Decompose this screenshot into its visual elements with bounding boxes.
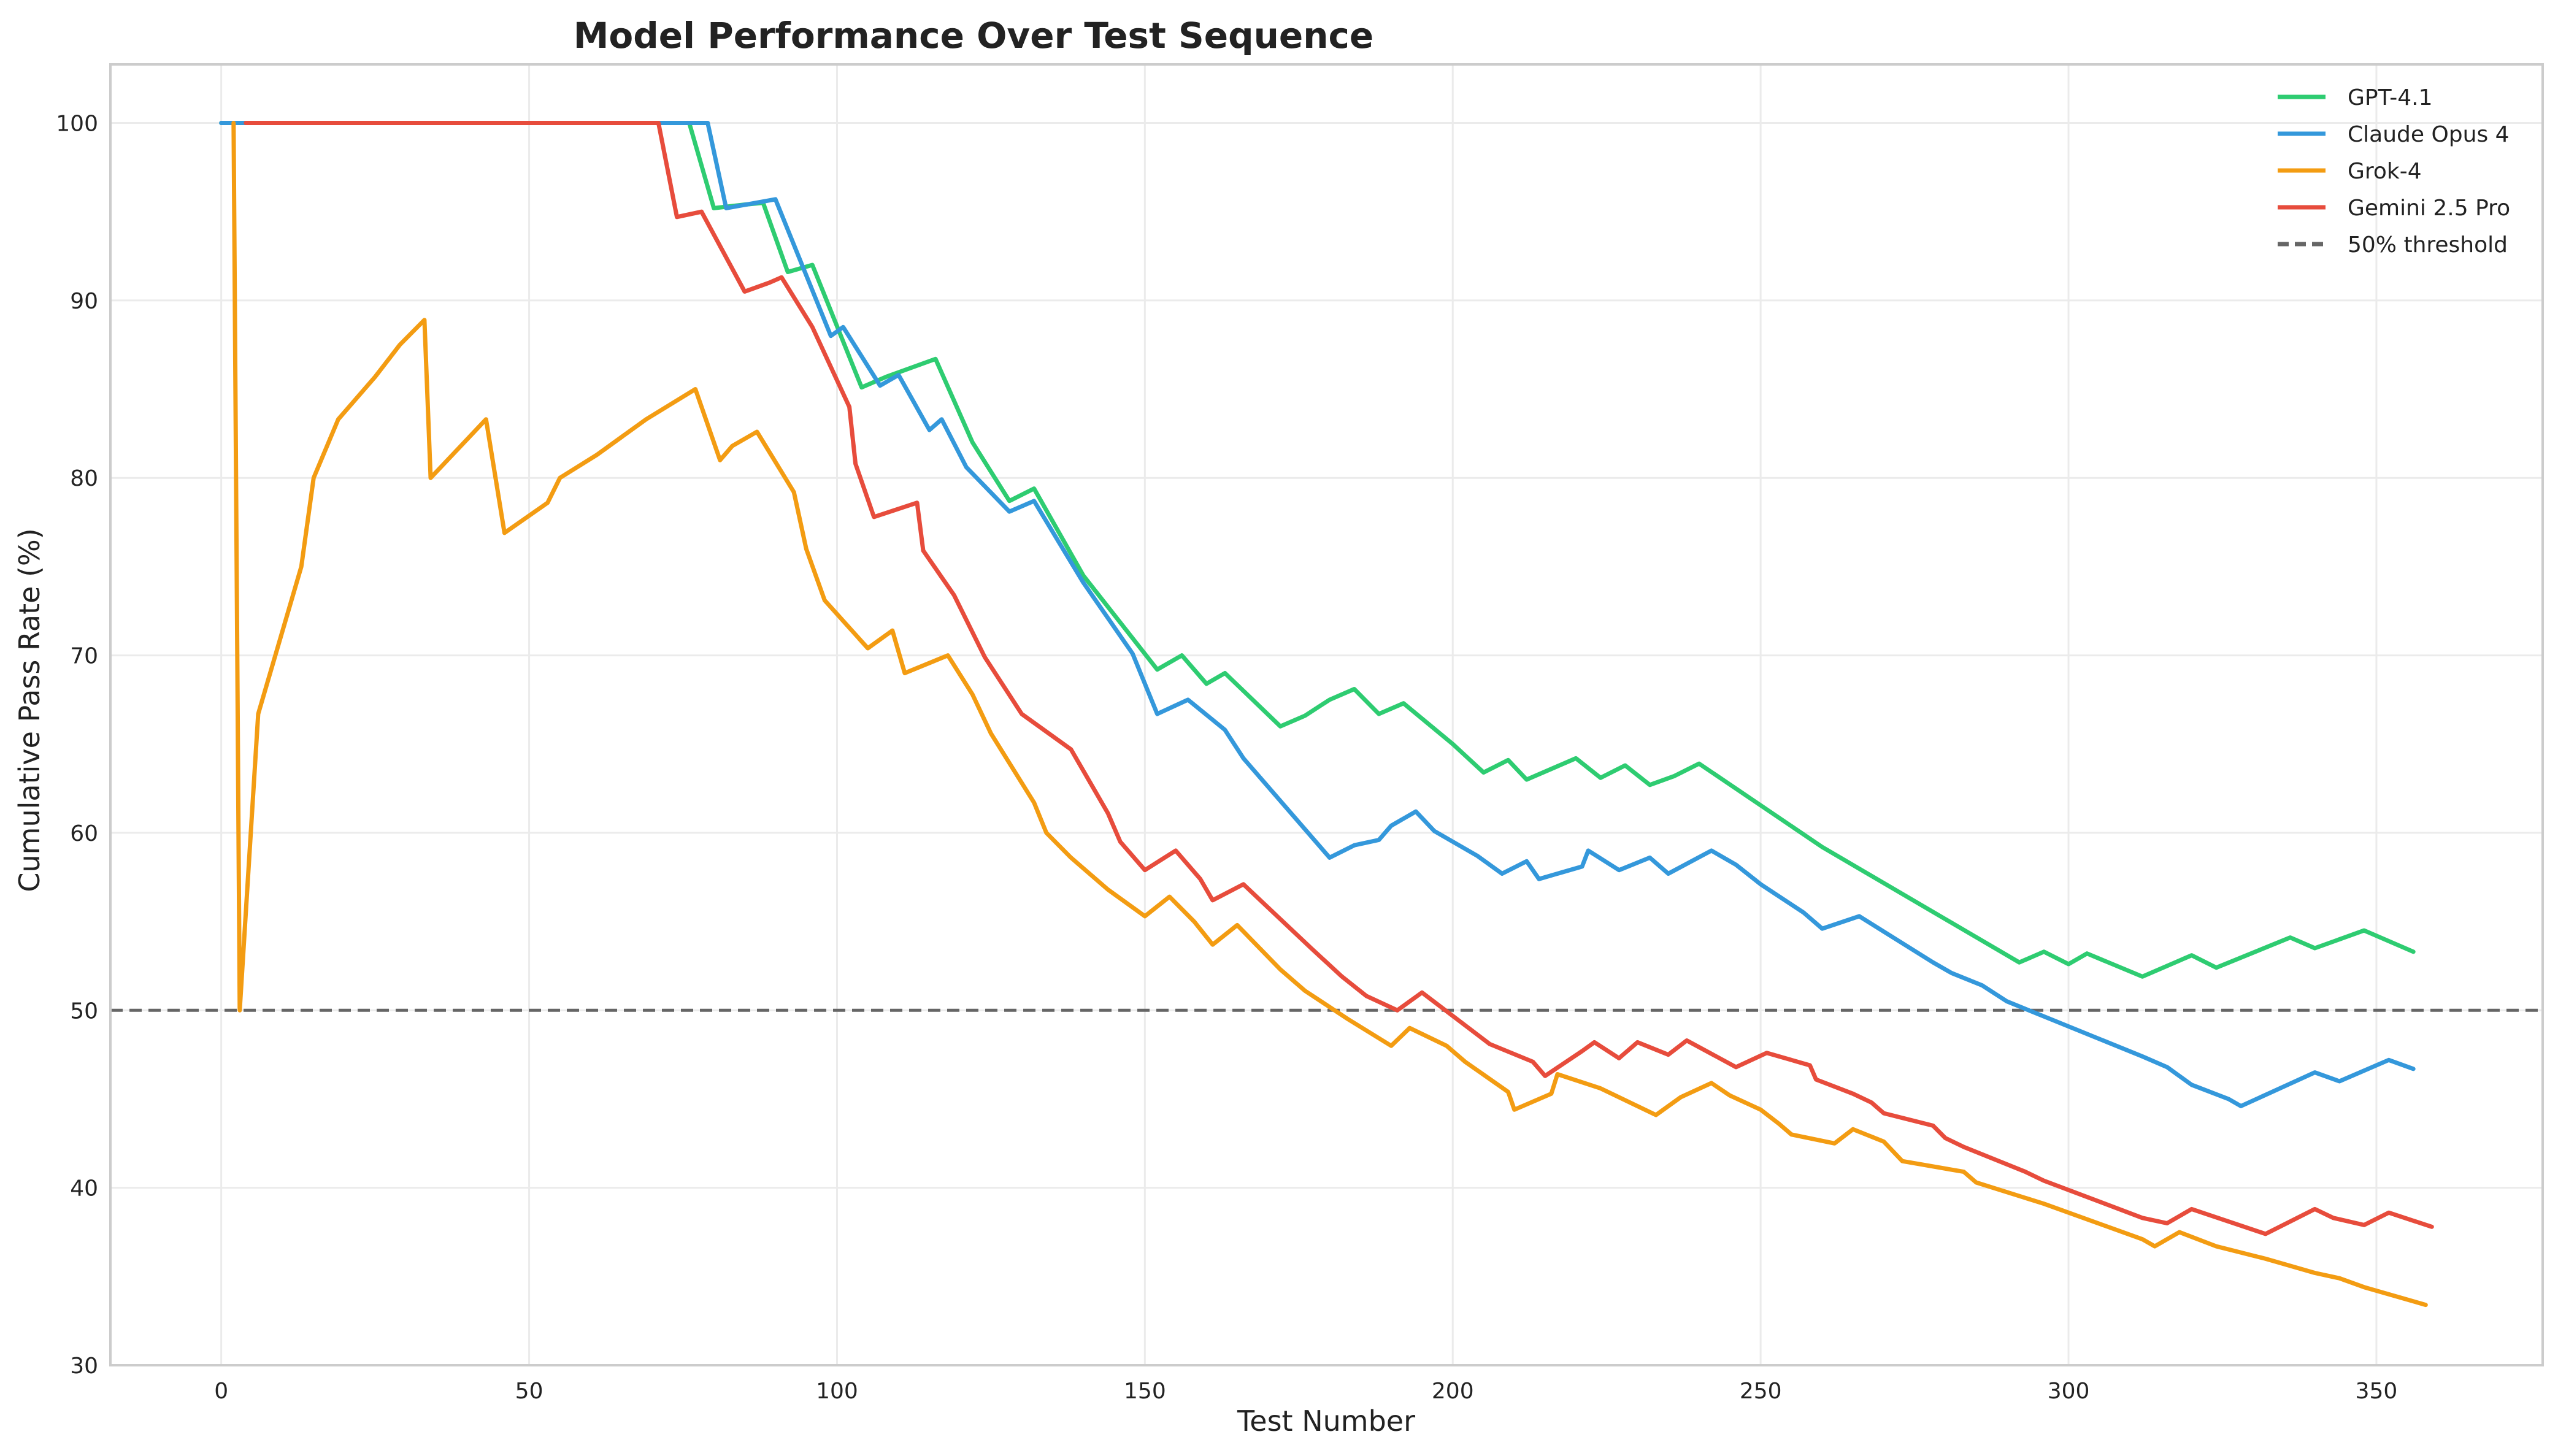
legend: GPT-4.1 Claude Opus 4 Grok-4 Gemini 2.5 Pro… — [2278, 85, 2510, 258]
series-line-grok-4 — [231, 121, 2428, 1308]
x-tick-label: 50 — [515, 1379, 543, 1404]
y-tick-label: 70 — [70, 644, 98, 669]
y-tick-label: 60 — [70, 821, 98, 846]
x-tick-label: 0 — [214, 1379, 228, 1404]
x-axis-ticks: 0 50 100 150 200 250 300 350 — [214, 1379, 2397, 1404]
y-tick-label: 40 — [70, 1176, 98, 1201]
y-tick-label: 80 — [70, 466, 98, 491]
y-tick-label: 30 — [70, 1354, 98, 1379]
x-tick-label: 300 — [2048, 1379, 2090, 1404]
x-tick-label: 350 — [2356, 1379, 2398, 1404]
legend-label: Gemini 2.5 Pro — [2348, 196, 2510, 221]
series-line-gemini-2-5-pro — [244, 121, 2434, 1236]
x-tick-label: 100 — [816, 1379, 858, 1404]
legend-label: 50% threshold — [2348, 232, 2508, 258]
y-tick-label: 50 — [70, 998, 98, 1024]
y-tick-label: 100 — [56, 111, 98, 136]
legend-label: GPT-4.1 — [2348, 85, 2433, 110]
legend-label: Grok-4 — [2348, 159, 2422, 184]
y-axis-ticks: 30 40 50 60 70 80 90 100 — [56, 111, 98, 1379]
x-tick-label: 250 — [1740, 1379, 1782, 1404]
y-axis-label: Cumulative Pass Rate (%) — [13, 528, 46, 892]
x-tick-label: 200 — [1432, 1379, 1474, 1404]
series-line-claude-opus-4 — [219, 121, 2416, 1108]
series-line-gpt-4-1 — [219, 121, 2416, 979]
plot-frame — [109, 63, 2544, 1366]
legend-label: Claude Opus 4 — [2348, 122, 2510, 147]
x-tick-label: 150 — [1124, 1379, 1166, 1404]
chart-title: Model Performance Over Test Sequence — [574, 15, 1374, 56]
x-axis-label: Test Number — [1237, 1404, 1415, 1438]
series-lines — [219, 121, 2434, 1308]
y-tick-label: 90 — [70, 289, 98, 314]
